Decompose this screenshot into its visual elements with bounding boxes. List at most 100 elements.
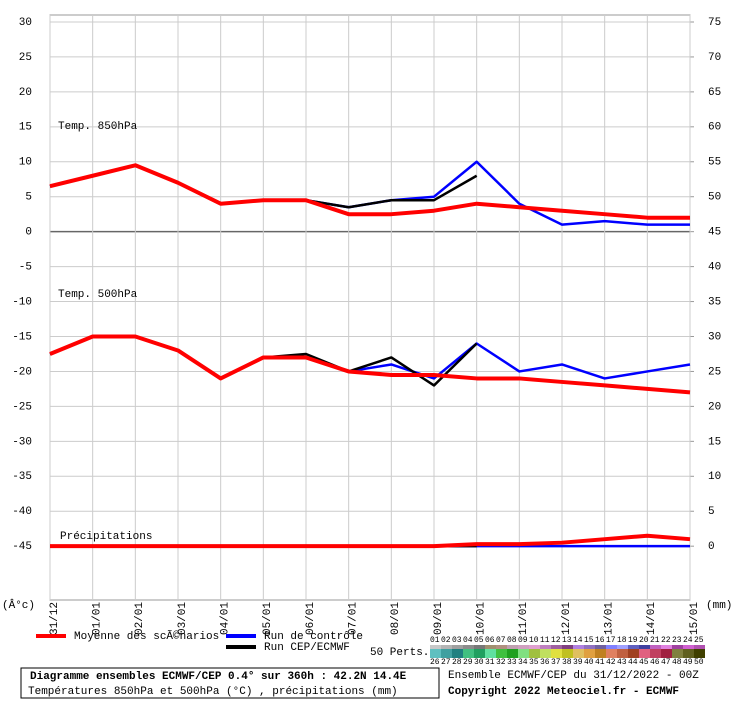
pert-label: 22 xyxy=(661,636,671,645)
y-tick-label: -20 xyxy=(12,366,32,378)
y2-tick-label: 15 xyxy=(708,436,721,448)
x-tick-label: 04/01 xyxy=(220,602,232,635)
panel-label: Précipitations xyxy=(60,531,152,543)
pert-label: 09 xyxy=(518,636,528,645)
y2-tick-label: 50 xyxy=(708,192,721,204)
series-line xyxy=(49,334,691,395)
x-tick-label: 10/01 xyxy=(476,602,488,635)
pert-label: 12 xyxy=(551,636,561,645)
y2-tick-label: 75 xyxy=(708,17,721,29)
pert-label: 36 xyxy=(540,658,550,667)
x-tick-label: 14/01 xyxy=(646,602,658,635)
y2-tick-label: 70 xyxy=(708,52,721,64)
pert-swatch xyxy=(606,649,617,658)
pert-label: 03 xyxy=(452,636,462,645)
pert-label: 02 xyxy=(441,636,451,645)
y-tick-label: -10 xyxy=(12,296,32,308)
y-tick-label: -25 xyxy=(12,401,32,413)
x-tick-label: 03/01 xyxy=(177,602,189,635)
pert-label: 30 xyxy=(474,658,484,667)
pert-label: 48 xyxy=(672,658,682,667)
pert-label: 35 xyxy=(529,658,539,667)
y-tick-label: -40 xyxy=(12,506,32,518)
pert-swatch xyxy=(452,649,463,658)
pert-label: 41 xyxy=(595,658,605,667)
y2-tick-label: 55 xyxy=(708,157,721,169)
pert-label: 08 xyxy=(507,636,517,645)
pert-swatch xyxy=(551,649,562,658)
y-tick-label: -5 xyxy=(19,262,32,274)
y-tick-label: -15 xyxy=(12,331,32,343)
pert-swatch xyxy=(463,649,474,658)
pert-label: 47 xyxy=(661,658,671,667)
panel-label: Temp. 500hPa xyxy=(58,289,138,301)
pert-swatch xyxy=(474,649,485,658)
pert-swatch xyxy=(628,649,639,658)
y2-tick-label: 5 xyxy=(708,506,715,518)
pert-swatch xyxy=(661,649,672,658)
y2-tick-label: 0 xyxy=(708,541,715,553)
y2-tick-label: 65 xyxy=(708,87,721,99)
pert-label: 25 xyxy=(694,636,704,645)
pert-label: 13 xyxy=(562,636,572,645)
y2-tick-label: 35 xyxy=(708,296,721,308)
y2-tick-label: 30 xyxy=(708,331,721,343)
y-tick-label: 25 xyxy=(19,52,32,64)
pert-label: 44 xyxy=(628,658,638,667)
x-tick-label: 06/01 xyxy=(305,602,317,635)
pert-swatch xyxy=(507,649,518,658)
plot-area xyxy=(49,14,691,601)
series-line xyxy=(49,163,690,220)
pert-label: 16 xyxy=(595,636,605,645)
pert-swatch xyxy=(573,649,584,658)
pert-label: 49 xyxy=(683,658,693,667)
pert-label: 20 xyxy=(639,636,649,645)
y2-tick-label: 40 xyxy=(708,262,721,274)
pert-label: 42 xyxy=(606,658,616,667)
x-tick-label: 11/01 xyxy=(518,602,530,635)
y-tick-label: 5 xyxy=(25,192,32,204)
pert-swatch xyxy=(617,649,628,658)
y-tick-label: 15 xyxy=(19,122,32,134)
pert-label: 10 xyxy=(529,636,539,645)
pert-label: 24 xyxy=(683,636,693,645)
pert-swatch xyxy=(694,649,705,658)
y-tick-label: 0 xyxy=(25,227,32,239)
pert-label: 15 xyxy=(584,636,594,645)
legend-label: Run CEP/ECMWF xyxy=(264,642,350,654)
footer-title: Diagramme ensembles ECMWF/CEP 0.4° sur 3… xyxy=(30,671,407,683)
pert-label: 34 xyxy=(518,658,528,667)
x-tick-label: 13/01 xyxy=(604,602,616,635)
pert-label: 11 xyxy=(540,636,550,645)
pert-swatch xyxy=(639,649,650,658)
pert-label: 50 xyxy=(694,658,704,667)
footer-copyright: Copyright 2022 Meteociel.fr - ECMWF xyxy=(448,686,679,698)
x-tick-label: 02/01 xyxy=(134,602,146,635)
pert-label: 04 xyxy=(463,636,473,645)
y-tick-label: -45 xyxy=(12,541,32,553)
x-tick-label: 05/01 xyxy=(262,602,274,635)
x-tick-label: 07/01 xyxy=(348,602,360,635)
pert-swatch xyxy=(562,649,573,658)
pert-label: 28 xyxy=(452,658,462,667)
pert-label: 39 xyxy=(573,658,583,667)
pert-swatch xyxy=(485,649,496,658)
x-tick-label: 09/01 xyxy=(433,602,445,635)
y2-tick-label: 60 xyxy=(708,122,721,134)
pert-label: 19 xyxy=(628,636,638,645)
pert-swatch xyxy=(540,649,551,658)
y-tick-label: -30 xyxy=(12,436,32,448)
pert-swatch xyxy=(595,649,606,658)
y-unit: (Â°c) xyxy=(2,598,35,612)
pert-label: 21 xyxy=(650,636,660,645)
pert-swatch xyxy=(650,649,661,658)
pert-label: 37 xyxy=(551,658,561,667)
x-tick-label: 01/01 xyxy=(92,602,104,635)
pert-swatch xyxy=(496,649,507,658)
pert-label: 17 xyxy=(606,636,616,645)
footer-subtitle: Températures 850hPa et 500hPa (°C) , pré… xyxy=(28,686,398,698)
pert-swatch xyxy=(672,649,683,658)
series-line xyxy=(50,533,691,549)
y-tick-label: 30 xyxy=(19,17,32,29)
perts-title: 50 Perts. xyxy=(370,647,429,659)
